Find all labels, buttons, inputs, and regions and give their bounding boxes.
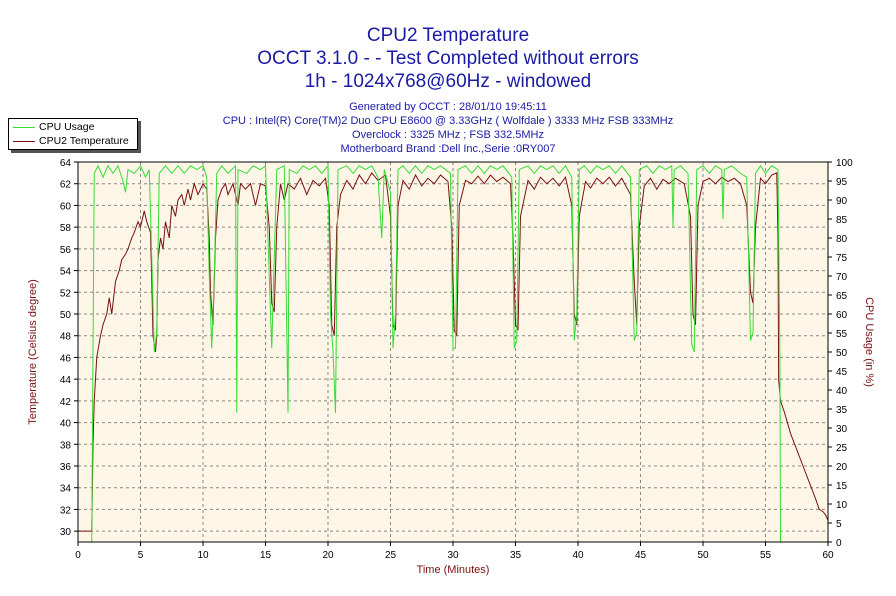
- x-tick-label: 15: [260, 550, 272, 561]
- x-tick-label: 35: [510, 550, 522, 561]
- y-tick-label: 60: [60, 201, 72, 212]
- y-tick-label: 56: [60, 245, 72, 256]
- x-tick-label: 10: [197, 550, 209, 561]
- x-tick-label: 20: [322, 550, 334, 561]
- y2-tick-label: 80: [836, 234, 848, 245]
- info-cpu: CPU : Intel(R) Core(TM)2 Duo CPU E8600 @…: [222, 115, 674, 127]
- y2-tick-label: 15: [836, 481, 848, 492]
- chart-subtitle-2: 1h - 1024x768@60Hz - windowed: [304, 71, 592, 92]
- y2-tick-label: 20: [836, 462, 848, 473]
- legend-label-usage: CPU Usage: [39, 121, 95, 133]
- y-tick-label: 40: [60, 419, 72, 430]
- y2-axis-label: CPU Usage (in %): [863, 297, 875, 387]
- plot-area: [78, 162, 828, 542]
- y-axis-label: Temperature (Celsius degree): [27, 279, 39, 425]
- y-tick-label: 48: [60, 332, 72, 343]
- x-tick-label: 0: [75, 550, 81, 561]
- y2-tick-label: 40: [836, 386, 848, 397]
- x-tick-label: 55: [760, 550, 772, 561]
- y2-tick-label: 0: [836, 538, 842, 549]
- y-tick-label: 64: [60, 158, 72, 169]
- chart-title: CPU2 Temperature: [366, 25, 530, 46]
- y2-tick-label: 90: [836, 196, 848, 207]
- x-tick-label: 40: [572, 550, 584, 561]
- y-tick-label: 34: [60, 484, 72, 495]
- info-overclock: Overclock : 3325 MHz ; FSB 332.5MHz: [352, 129, 544, 141]
- y2-tick-label: 95: [836, 177, 848, 188]
- x-tick-label: 60: [822, 550, 834, 561]
- legend-item-usage: CPU Usage: [13, 120, 94, 134]
- y-tick-label: 44: [60, 375, 72, 386]
- legend-item-temp: CPU2 Temperature: [13, 134, 129, 148]
- y-tick-label: 30: [60, 527, 72, 538]
- y2-tick-label: 70: [836, 272, 848, 283]
- y-tick-label: 52: [60, 288, 72, 299]
- y2-tick-label: 75: [836, 253, 848, 264]
- y2-tick-label: 25: [836, 443, 848, 454]
- y-tick-label: 38: [60, 440, 72, 451]
- y2-tick-label: 30: [836, 424, 848, 435]
- y2-tick-label: 35: [836, 405, 848, 416]
- plot-border: [77, 161, 829, 543]
- info-generated: Generated by OCCT : 28/01/10 19:45:11: [349, 101, 547, 113]
- y2-tick-label: 85: [836, 215, 848, 226]
- y-tick-label: 32: [60, 505, 72, 516]
- legend-swatch-temp: [13, 140, 35, 142]
- y-tick-label: 62: [60, 180, 72, 191]
- x-tick-label: 30: [447, 550, 459, 561]
- y2-tick-label: 55: [836, 329, 848, 340]
- y-tick-label: 50: [60, 310, 72, 321]
- x-tick-label: 50: [697, 550, 709, 561]
- y-tick-label: 58: [60, 223, 72, 234]
- y2-tick-label: 10: [836, 500, 848, 511]
- y-tick-label: 36: [60, 462, 72, 473]
- x-tick-label: 5: [138, 550, 144, 561]
- y2-tick-label: 60: [836, 310, 848, 321]
- y2-tick-label: 45: [836, 367, 848, 378]
- legend-swatch-usage: [13, 126, 35, 128]
- series-cpu-usage-line: [78, 164, 828, 543]
- y2-tick-label: 100: [836, 158, 853, 169]
- x-tick-label: 45: [635, 550, 647, 561]
- chart-subtitle-1: OCCT 3.1.0 - - Test Completed without er…: [257, 48, 639, 69]
- legend-label-temp: CPU2 Temperature: [39, 135, 129, 147]
- y-tick-label: 54: [60, 267, 72, 278]
- y-tick-label: 46: [60, 353, 72, 364]
- x-tick-label: 25: [385, 550, 397, 561]
- y2-tick-label: 50: [836, 348, 848, 359]
- info-motherboard: Motherboard Brand :Dell Inc.,Serie :0RY0…: [340, 143, 556, 155]
- y2-tick-label: 65: [836, 291, 848, 302]
- x-axis-label: Time (Minutes): [417, 564, 490, 576]
- legend: CPU Usage CPU2 Temperature: [8, 118, 138, 150]
- y2-tick-label: 5: [836, 519, 842, 530]
- y-tick-label: 42: [60, 397, 72, 408]
